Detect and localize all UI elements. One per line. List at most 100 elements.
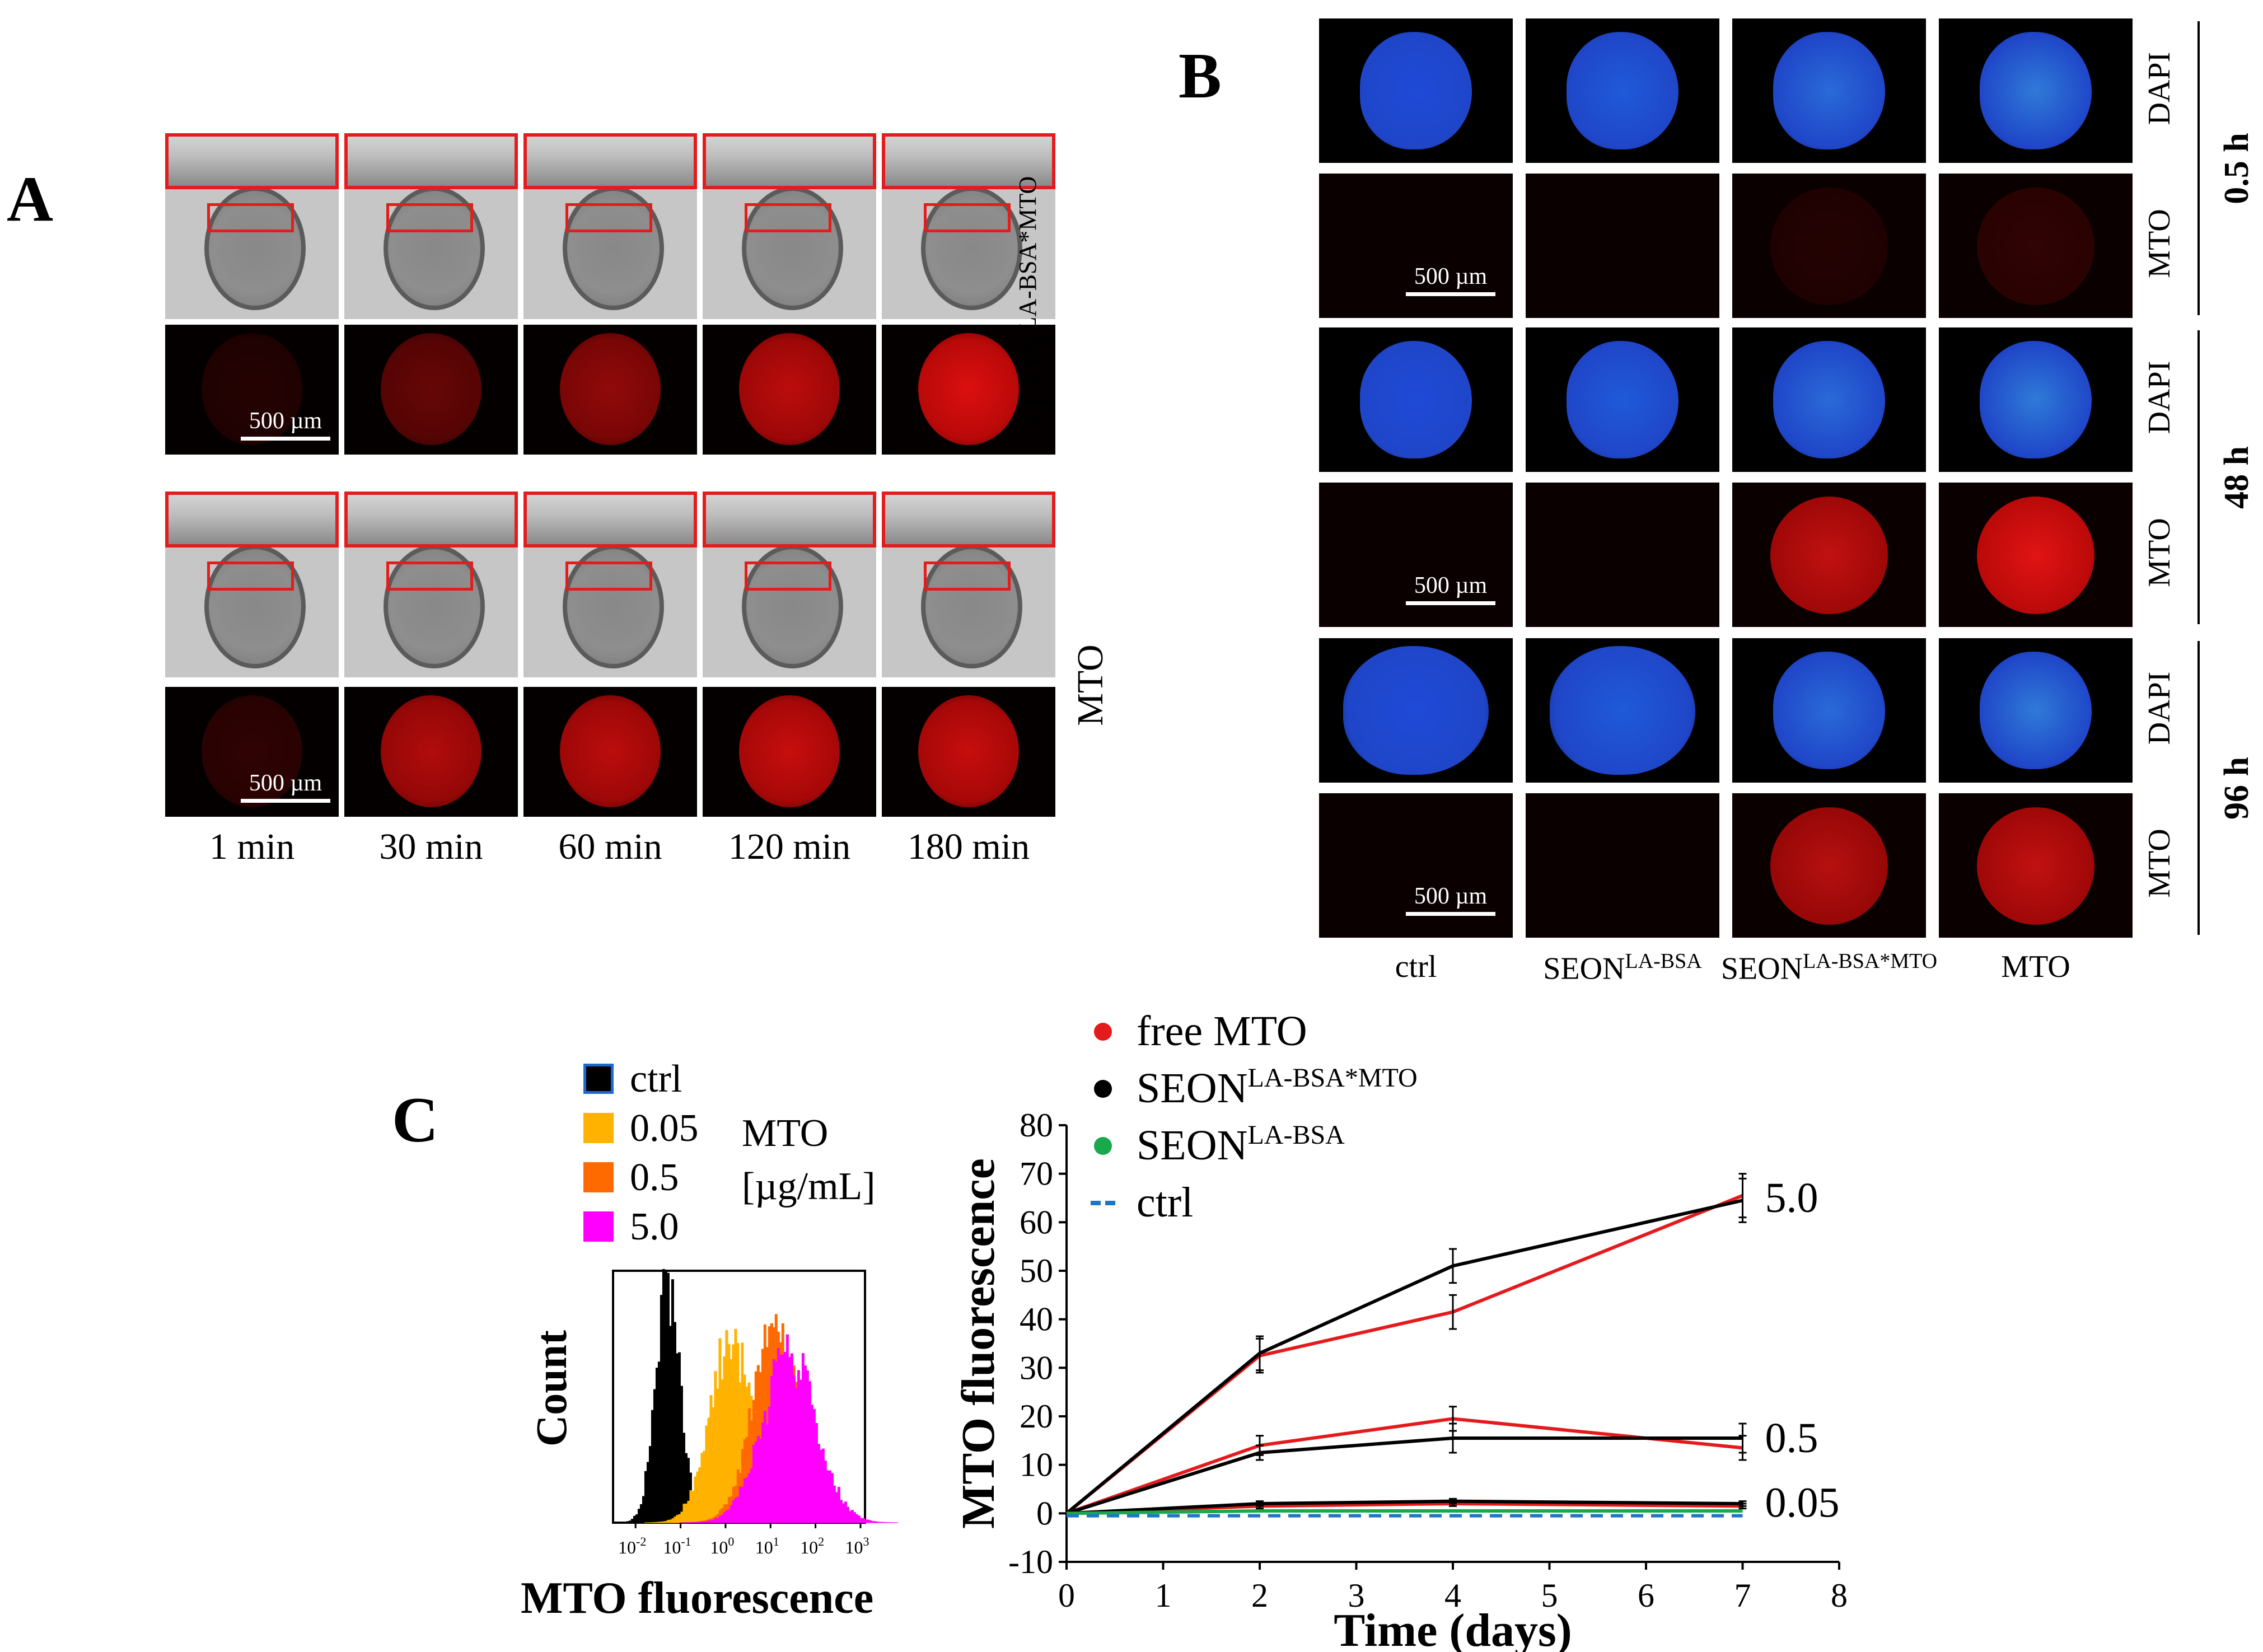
mto-tile-r4-c1: 500 µm bbox=[1319, 483, 1513, 627]
timepoint-bracket bbox=[2197, 641, 2200, 935]
time-label: 180 min bbox=[907, 826, 1030, 867]
roi-box bbox=[386, 561, 473, 591]
x-tick-label: 5 bbox=[1541, 1577, 1558, 1614]
x-tick-label: 3 bbox=[1348, 1577, 1365, 1614]
legend-marker bbox=[1094, 1023, 1112, 1041]
mto-tile-r6-c1: 500 µm bbox=[1319, 793, 1513, 938]
legend-label: SEONLA-BSA*MTO bbox=[1137, 1063, 1418, 1112]
mto-spheroid bbox=[1770, 807, 1888, 925]
dapi-tile-r1-c3 bbox=[1732, 18, 1926, 163]
column-label: SEONLA-BSA*MTO bbox=[1715, 949, 1943, 987]
column-label-main: MTO bbox=[2001, 949, 2070, 984]
fluorescence-tile-mto-4 bbox=[703, 687, 876, 817]
histogram-ylabel: Count bbox=[527, 1330, 576, 1447]
zoom-inset bbox=[165, 133, 339, 189]
series-line-2 bbox=[1066, 1417, 1743, 1515]
column-label-main: SEON bbox=[1720, 951, 1803, 986]
mto-spheroid bbox=[1977, 807, 2094, 925]
brightfield-tile-seon-mto-2 bbox=[344, 133, 518, 319]
scale-bar-line bbox=[1406, 601, 1495, 605]
y-tick-label: 40 bbox=[1020, 1301, 1053, 1338]
concentration-annotation: 0.05 bbox=[1765, 1479, 1840, 1526]
fluorescence-tile-seon-mto-1: 500 µm bbox=[165, 325, 339, 455]
mto-tile-r2-c1: 500 µm bbox=[1319, 174, 1513, 318]
brightfield-tile-mto-4 bbox=[703, 492, 876, 677]
column-label-sup: LA-BSA bbox=[1625, 949, 1702, 973]
histogram-tick-label: 103 bbox=[845, 1534, 869, 1557]
dapi-tile-r3-c3 bbox=[1732, 327, 1926, 472]
mto-spheroid bbox=[739, 695, 840, 807]
y-tick-label: 10 bbox=[1020, 1447, 1053, 1483]
dapi-tile-r3-c4 bbox=[1939, 327, 2133, 472]
roi-box bbox=[207, 203, 294, 232]
legend-label-5.0: 5.0 bbox=[630, 1205, 679, 1248]
roi-box bbox=[745, 561, 831, 591]
y-tick-label: 70 bbox=[1020, 1155, 1053, 1192]
column-label: SEONLA-BSA bbox=[1509, 949, 1736, 987]
nuclei-spheroid bbox=[1343, 646, 1489, 775]
fluorescence-tile-seon-mto-3 bbox=[523, 325, 697, 455]
fluorescence-tile-seon-mto-2 bbox=[344, 325, 518, 455]
legend-marker bbox=[1094, 1137, 1112, 1155]
mto-spheroid bbox=[739, 333, 840, 445]
time-label: 60 min bbox=[558, 826, 662, 867]
channel-label: DAPI bbox=[2142, 361, 2177, 434]
flow-histogram: 10-2 10-1 100 101 102 103 bbox=[612, 1269, 899, 1557]
fluorescence-tile-mto-1: 500 µm bbox=[165, 687, 339, 817]
histogram-peak-5.0 bbox=[680, 1334, 899, 1523]
mto-tile-r6-c2 bbox=[1526, 793, 1719, 938]
mto-spheroid bbox=[381, 333, 481, 445]
legend-label: SEONLA-BSA bbox=[1137, 1120, 1345, 1169]
column-label-main: SEON bbox=[1543, 951, 1625, 986]
channel-label: MTO bbox=[2142, 518, 2177, 587]
mto-spheroid bbox=[918, 695, 1019, 807]
roi-box bbox=[924, 561, 1011, 591]
y-tick-label: -10 bbox=[1008, 1543, 1053, 1580]
roi-box bbox=[565, 561, 652, 591]
mto-tile-r6-c4 bbox=[1939, 793, 2133, 938]
timepoint-bracket bbox=[2197, 21, 2200, 315]
column-label: MTO bbox=[1922, 949, 2149, 985]
zoom-inset bbox=[523, 133, 697, 189]
nuclei-spheroid bbox=[1773, 32, 1885, 149]
mto-tile-r4-c3 bbox=[1732, 483, 1926, 627]
channel-label: DAPI bbox=[2142, 52, 2177, 125]
mto-tile-r2-c3 bbox=[1732, 174, 1926, 318]
legend-label: free MTO bbox=[1137, 1008, 1307, 1055]
column-label: ctrl bbox=[1302, 949, 1530, 985]
roi-box bbox=[386, 203, 473, 232]
roi-box bbox=[565, 203, 652, 232]
dapi-tile-r5-c1 bbox=[1319, 638, 1513, 783]
brightfield-tile-mto-1 bbox=[165, 492, 339, 677]
dapi-tile-r1-c1 bbox=[1319, 18, 1513, 163]
spheroid bbox=[742, 186, 843, 310]
series-line-6 bbox=[1066, 1509, 1743, 1515]
series-line-1 bbox=[1065, 1199, 1743, 1515]
zoom-inset bbox=[703, 492, 876, 547]
legend-swatch-ctrl bbox=[583, 1064, 614, 1094]
fluorescence-tile-mto-2 bbox=[344, 687, 518, 817]
scale-bar: 500 µm bbox=[241, 408, 330, 441]
mto-spheroid bbox=[560, 695, 661, 807]
mto-tile-r4-c2 bbox=[1526, 483, 1719, 627]
brightfield-tile-mto-5 bbox=[882, 492, 1055, 677]
channel-label: DAPI bbox=[2142, 671, 2177, 745]
nuclei-spheroid bbox=[1567, 341, 1678, 458]
mto-spheroid bbox=[202, 333, 302, 445]
mto-tile-r4-c4 bbox=[1939, 483, 2133, 627]
scale-bar: 500 µm bbox=[1406, 263, 1495, 296]
scale-bar-label: 500 µm bbox=[249, 770, 322, 796]
channel-label: MTO bbox=[2142, 209, 2177, 278]
legend-swatch-0.05 bbox=[583, 1113, 614, 1143]
spheroid bbox=[742, 545, 843, 668]
nuclei-spheroid bbox=[1360, 341, 1472, 458]
mto-spheroid bbox=[1770, 188, 1888, 305]
scale-bar-label: 500 µm bbox=[1414, 573, 1488, 598]
time-label: 30 min bbox=[379, 826, 483, 867]
histogram-tick-label: 102 bbox=[800, 1534, 824, 1557]
scale-bar-line bbox=[1406, 292, 1495, 296]
mto-spheroid bbox=[1977, 497, 2094, 614]
nuclei-spheroid bbox=[1980, 652, 2092, 769]
mto-spheroid bbox=[202, 695, 302, 807]
